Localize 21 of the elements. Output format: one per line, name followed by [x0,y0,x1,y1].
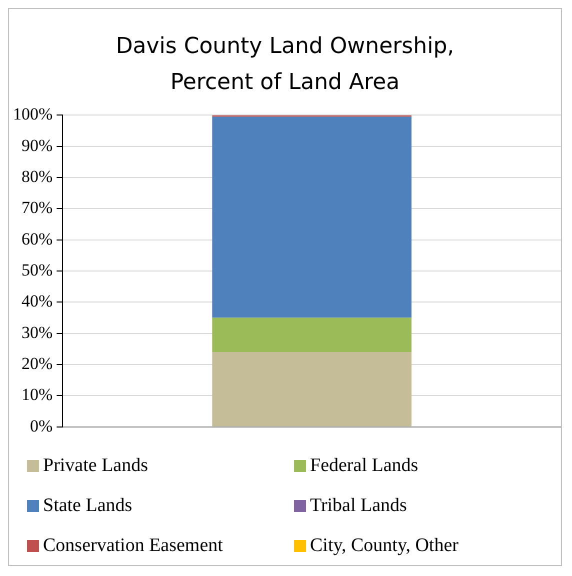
legend-label: Tribal Lands [310,495,407,517]
y-tick-label: 70% [21,198,53,218]
y-tick-label: 40% [21,292,53,311]
legend-label: State Lands [43,495,132,517]
y-tick-label: 30% [21,322,53,342]
y-tick-label: 10% [21,385,53,404]
y-tick-label: 60% [21,229,53,248]
legend-label: Conservation Easement [43,535,223,557]
y-tick-label: 0% [30,416,53,436]
y-tick-label: 80% [21,166,53,186]
y-tick-label: 90% [21,136,53,155]
legend-label: Private Lands [43,455,148,477]
y-tick-label: 100% [12,104,53,124]
legend-label: City, County, Other [310,535,458,557]
legend-label: Federal Lands [310,455,418,477]
y-tick-label: 20% [21,354,53,373]
bar [212,352,412,426]
chart-title: Davis County Land Ownership, Percent of Land Area [114,33,456,97]
bar [212,318,412,352]
y-tick-label: 50% [21,260,53,280]
bar [212,116,412,318]
